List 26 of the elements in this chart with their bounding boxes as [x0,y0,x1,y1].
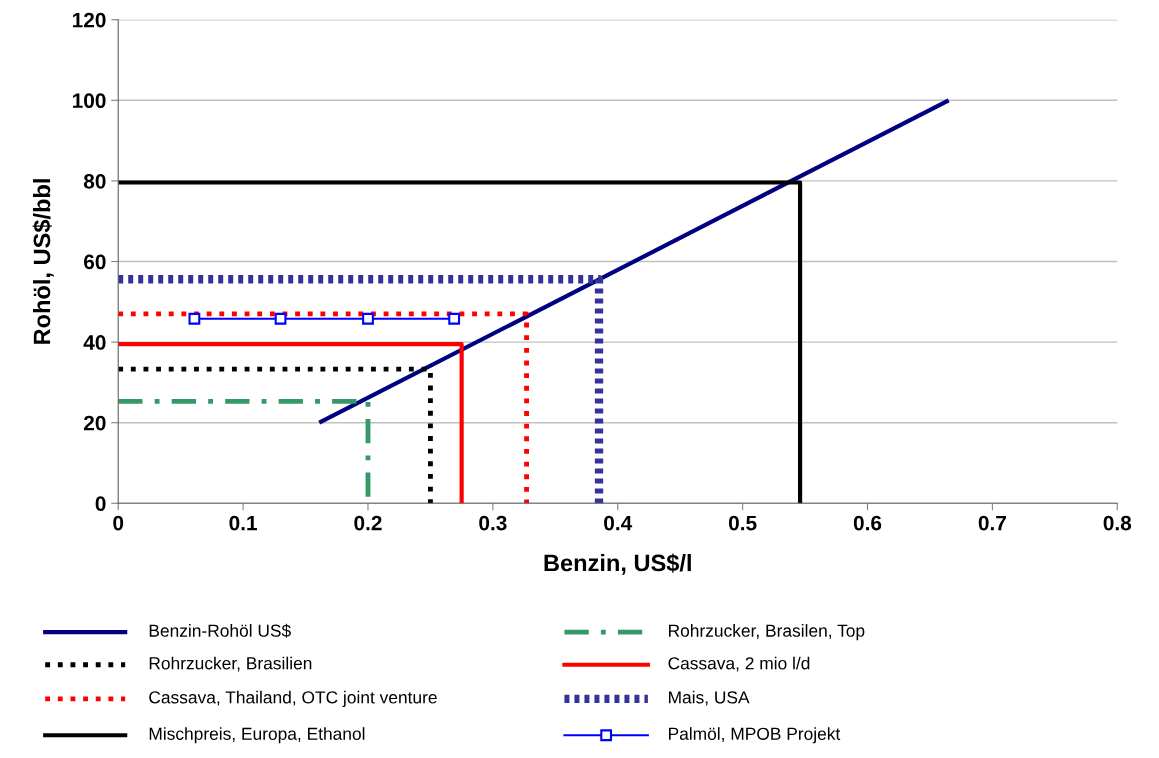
x-tick-label: 0 [113,515,124,531]
x-tick-label: 0.3 [479,515,507,531]
y-tick-label: 80 [83,173,106,189]
y-tick-label: 40 [83,335,106,350]
legend-label: Rohrzucker, Brasilien [149,656,312,672]
y-tick-label: 60 [84,254,106,270]
x-tick-label: 0.8 [1103,515,1132,531]
y-tick-label: 100 [72,93,106,109]
x-tick-label: 0.7 [978,515,1006,531]
x-tick-label: 0.1 [229,515,257,531]
x-tick-label: 0.6 [853,515,882,531]
x-tick-label: 0.5 [728,515,757,531]
y-tick-label: 0 [95,496,106,512]
legend-label: Cassava, 2 mio l/d [668,656,810,672]
y-tick-label: 120 [72,12,106,28]
legend-label: Rohrzucker, Brasilen, Top [669,624,865,641]
legend-label: Palmöl, MPOB Projekt [669,727,841,744]
x-axis-title: Benzin, US$/l [544,553,691,575]
y-tick-label: 20 [83,415,106,431]
y-axis-title: Rohöl, US$/bbl [32,179,54,344]
legend-label: Mais, USA [669,690,750,706]
legend-label: Benzin-Rohöl US$ [149,623,291,638]
x-tick-label: 0.4 [604,515,633,531]
legend-label: Cassava, Thailand, OTC joint venture [149,690,437,707]
legend-label: Mischpreis, Europa, Ethanol [149,727,365,744]
x-tick-label: 0.2 [354,515,382,531]
